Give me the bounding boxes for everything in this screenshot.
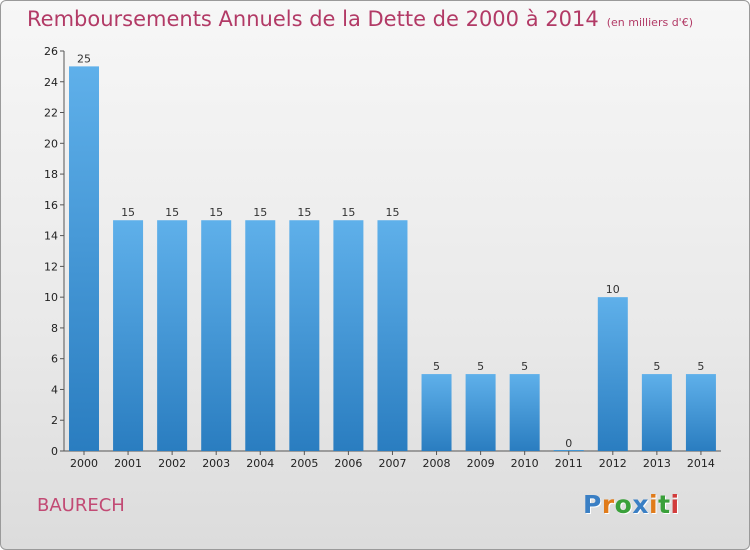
bar [113, 220, 144, 451]
x-tick-label: 2008 [423, 457, 451, 470]
x-tick-label: 2001 [114, 457, 142, 470]
data-label: 5 [433, 360, 440, 373]
data-label: 0 [565, 437, 572, 450]
x-tick-label: 2006 [334, 457, 362, 470]
y-tick-label: 6 [51, 353, 58, 366]
bar [421, 374, 452, 451]
chart-unit: (en milliers d'€) [606, 16, 693, 29]
data-label: 5 [653, 360, 660, 373]
bar [157, 220, 188, 451]
logo-letter: r [601, 490, 615, 519]
y-tick-label: 12 [44, 260, 58, 273]
y-tick-label: 26 [44, 45, 58, 58]
logo-letter: o [614, 490, 633, 519]
chart-title-text: Remboursements Annuels de la Dette de 20… [27, 7, 599, 31]
logo-letter: t [658, 490, 671, 519]
bar [333, 220, 364, 451]
x-tick-label: 2000 [70, 457, 98, 470]
x-tick-label: 2002 [158, 457, 186, 470]
x-tick-label: 2005 [290, 457, 318, 470]
x-tick-label: 2009 [467, 457, 495, 470]
bar [465, 374, 496, 451]
data-label: 15 [253, 206, 267, 219]
y-tick-label: 24 [44, 76, 58, 89]
y-tick-label: 2 [51, 414, 58, 427]
bar [201, 220, 232, 451]
data-label: 15 [121, 206, 135, 219]
y-tick-label: 16 [44, 199, 58, 212]
data-label: 5 [697, 360, 704, 373]
data-label: 10 [606, 283, 620, 296]
y-tick-label: 20 [44, 137, 58, 150]
logo-letter: x [632, 490, 649, 519]
data-label: 15 [385, 206, 399, 219]
proxiti-logo[interactable]: Proxiti [583, 490, 680, 519]
x-tick-label: 2004 [246, 457, 274, 470]
data-label: 15 [341, 206, 355, 219]
y-tick-label: 22 [44, 107, 58, 120]
bar [597, 297, 628, 451]
commune-name: BAURECH [37, 495, 125, 516]
bar [641, 374, 672, 451]
x-tick-label: 2007 [378, 457, 406, 470]
x-tick-label: 2010 [511, 457, 539, 470]
bar [377, 220, 408, 451]
logo-letter: i [670, 490, 680, 519]
y-tick-label: 18 [44, 168, 58, 181]
bar [245, 220, 276, 451]
x-tick-label: 2014 [687, 457, 715, 470]
data-label: 5 [521, 360, 528, 373]
y-tick-label: 4 [51, 383, 58, 396]
y-tick-label: 14 [44, 230, 58, 243]
data-label: 5 [477, 360, 484, 373]
data-label: 25 [77, 52, 91, 65]
x-tick-label: 2012 [599, 457, 627, 470]
bar [509, 374, 540, 451]
y-tick-label: 10 [44, 291, 58, 304]
bar [289, 220, 320, 451]
data-label: 15 [297, 206, 311, 219]
bar [685, 374, 716, 451]
data-label: 15 [209, 206, 223, 219]
y-tick-label: 0 [51, 445, 58, 458]
bar [69, 66, 99, 451]
x-tick-label: 2011 [555, 457, 583, 470]
logo-letter: P [583, 490, 602, 519]
y-tick-label: 8 [51, 322, 58, 335]
x-tick-label: 2003 [202, 457, 230, 470]
x-tick-label: 2013 [643, 457, 671, 470]
data-label: 15 [165, 206, 179, 219]
logo-letter: i [649, 490, 659, 519]
chart-title: Remboursements Annuels de la Dette de 20… [27, 7, 693, 31]
bar [553, 450, 584, 451]
